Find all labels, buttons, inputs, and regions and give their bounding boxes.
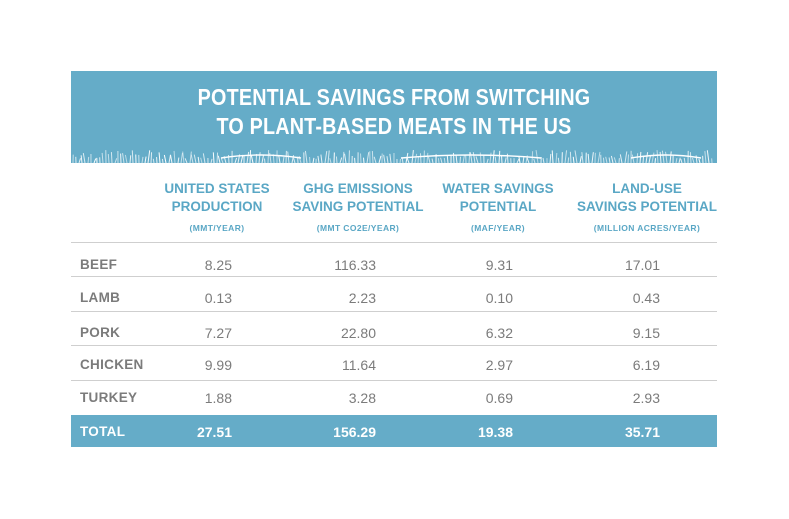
total-land-use: 35.71 — [624, 424, 660, 440]
cell-ghg: 22.80 — [340, 325, 376, 341]
title-line-1: POTENTIAL SAVINGS FROM SWITCHING — [197, 84, 591, 110]
row-divider — [71, 242, 717, 243]
column-title: SAVINGS POTENTIAL — [576, 199, 717, 214]
cell-ghg: 116.33 — [334, 257, 376, 273]
column-header-production: UNITED STATES PRODUCTION (MMT/YEAR) — [152, 180, 282, 234]
title-banner: POTENTIAL SAVINGS FROM SWITCHING TO PLAN… — [71, 71, 717, 163]
column-title: GHG EMISSIONS — [303, 181, 413, 196]
row-label: BEEF — [80, 257, 118, 272]
column-title: UNITED STATES — [164, 181, 270, 196]
row-divider — [71, 276, 717, 277]
cell-land-use: 6.19 — [632, 357, 660, 373]
row-divider — [71, 380, 717, 381]
row-label: PORK — [80, 325, 121, 340]
cell-production: 7.27 — [204, 325, 232, 341]
cell-land-use: 0.43 — [632, 290, 660, 306]
row-divider — [71, 345, 717, 346]
cell-land-use: 9.15 — [632, 325, 660, 341]
title-line-2: TO PLANT-BASED MEATS IN THE US — [216, 113, 572, 139]
row-label: LAMB — [80, 290, 121, 305]
total-production: 27.51 — [196, 424, 232, 440]
cell-production: 8.25 — [204, 257, 232, 273]
column-header-water: WATER SAVINGS POTENTIAL (MAF/YEAR) — [433, 180, 563, 234]
column-unit: (MAF/YEAR) — [470, 223, 526, 233]
column-unit: (MILLION ACRES/YEAR) — [593, 223, 701, 233]
column-unit: (MMT/YEAR) — [189, 223, 245, 233]
cell-production: 1.88 — [204, 390, 232, 406]
cell-land-use: 2.93 — [632, 390, 660, 406]
cell-production: 0.13 — [204, 290, 232, 306]
cell-water: 0.10 — [485, 290, 513, 306]
total-ghg: 156.29 — [333, 424, 376, 440]
cell-ghg: 2.23 — [348, 290, 376, 306]
column-title: LAND-USE — [612, 181, 682, 196]
column-header-ghg: GHG EMISSIONS SAVING POTENTIAL (MMT CO2E… — [283, 180, 433, 234]
grass-decoration — [72, 149, 713, 163]
column-title: SAVING POTENTIAL — [292, 199, 424, 214]
cell-production: 9.99 — [204, 357, 232, 373]
row-label: CHICKEN — [80, 357, 144, 372]
page-title: POTENTIAL SAVINGS FROM SWITCHING TO PLAN… — [116, 83, 672, 141]
cell-ghg: 11.64 — [342, 357, 376, 373]
row-divider — [71, 311, 717, 312]
row-label: TURKEY — [80, 390, 138, 405]
cell-water: 2.97 — [485, 357, 513, 373]
column-title: POTENTIAL — [459, 199, 537, 214]
column-header-land-use: LAND-USE SAVINGS POTENTIAL (MILLION ACRE… — [572, 180, 722, 234]
cell-water: 6.32 — [485, 325, 513, 341]
total-row — [71, 415, 717, 447]
column-title: WATER SAVINGS — [442, 181, 554, 196]
cell-water: 0.69 — [485, 390, 513, 406]
cell-ghg: 3.28 — [348, 390, 376, 406]
column-unit: (MMT CO2E/YEAR) — [316, 223, 400, 233]
column-title: PRODUCTION — [171, 199, 263, 214]
cell-land-use: 17.01 — [624, 257, 660, 273]
total-label: TOTAL — [80, 424, 126, 439]
total-water: 19.38 — [477, 424, 513, 440]
cell-water: 9.31 — [485, 257, 513, 273]
